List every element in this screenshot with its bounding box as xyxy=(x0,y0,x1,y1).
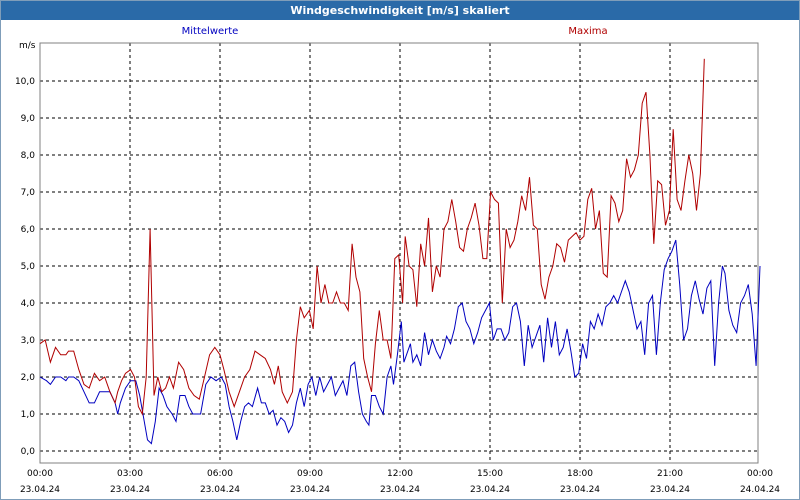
y-tick-label: 5,0 xyxy=(21,262,36,272)
axes xyxy=(39,42,759,464)
y-tick-label: 3,0 xyxy=(21,336,36,346)
grid xyxy=(40,43,758,463)
plot-frame xyxy=(39,42,759,464)
x-tick-time: 21:00 xyxy=(657,469,683,479)
x-tick-time: 00:00 xyxy=(27,469,53,479)
y-tick-label: 4,0 xyxy=(21,299,36,309)
y-tick-label: 1,0 xyxy=(21,410,36,420)
y-tick-labels: 0,0 1,0 2,0 3,0 4,0 5,0 6,0 7,0 8,0 9,0 10,0 xyxy=(15,77,35,457)
x-tick-date: 23.04.24 xyxy=(380,485,420,495)
x-tick-date: 23.04.24 xyxy=(470,485,510,495)
series-lines xyxy=(39,58,761,445)
y-tick-label: 0,0 xyxy=(21,447,36,457)
y-tick-label: 10,0 xyxy=(15,77,35,87)
x-tick-date: 23.04.24 xyxy=(650,485,690,495)
chart-title: Windgeschwindigkeit [m/s] skaliert xyxy=(1,1,799,20)
x-tick-time: 15:00 xyxy=(477,469,503,479)
x-tick-date: 23.04.24 xyxy=(290,485,330,495)
y-tick-label: 8,0 xyxy=(21,151,36,161)
y-tick-label: 2,0 xyxy=(21,373,36,383)
legend-mittelwerte: Mittelwerte xyxy=(182,26,239,37)
legend-maxima: Maxima xyxy=(568,26,607,37)
x-tick-time: 09:00 xyxy=(297,469,323,479)
y-axis-label: m/s xyxy=(19,41,36,51)
x-tick-date: 24.04.24 xyxy=(740,485,780,495)
y-tick-label: 7,0 xyxy=(21,188,36,198)
x-tick-time: 00:00 xyxy=(747,469,773,479)
x-tick-date: 23.04.24 xyxy=(20,485,60,495)
x-tick-time: 06:00 xyxy=(207,469,233,479)
x-tick-labels: 00:00 23.04.24 03:00 23.04.24 06:00 23.04.24 0… xyxy=(20,469,780,495)
series-line-mittelwerte xyxy=(39,239,761,445)
y-tick-label: 9,0 xyxy=(21,114,36,124)
y-tick-label: 6,0 xyxy=(21,225,36,235)
series-line-maxima xyxy=(39,58,705,416)
x-tick-date: 23.04.24 xyxy=(200,485,240,495)
x-tick-time: 12:00 xyxy=(387,469,413,479)
x-tick-time: 03:00 xyxy=(117,469,143,479)
x-tick-time: 18:00 xyxy=(567,469,593,479)
x-tick-date: 23.04.24 xyxy=(560,485,600,495)
x-tick-date: 23.04.24 xyxy=(110,485,150,495)
